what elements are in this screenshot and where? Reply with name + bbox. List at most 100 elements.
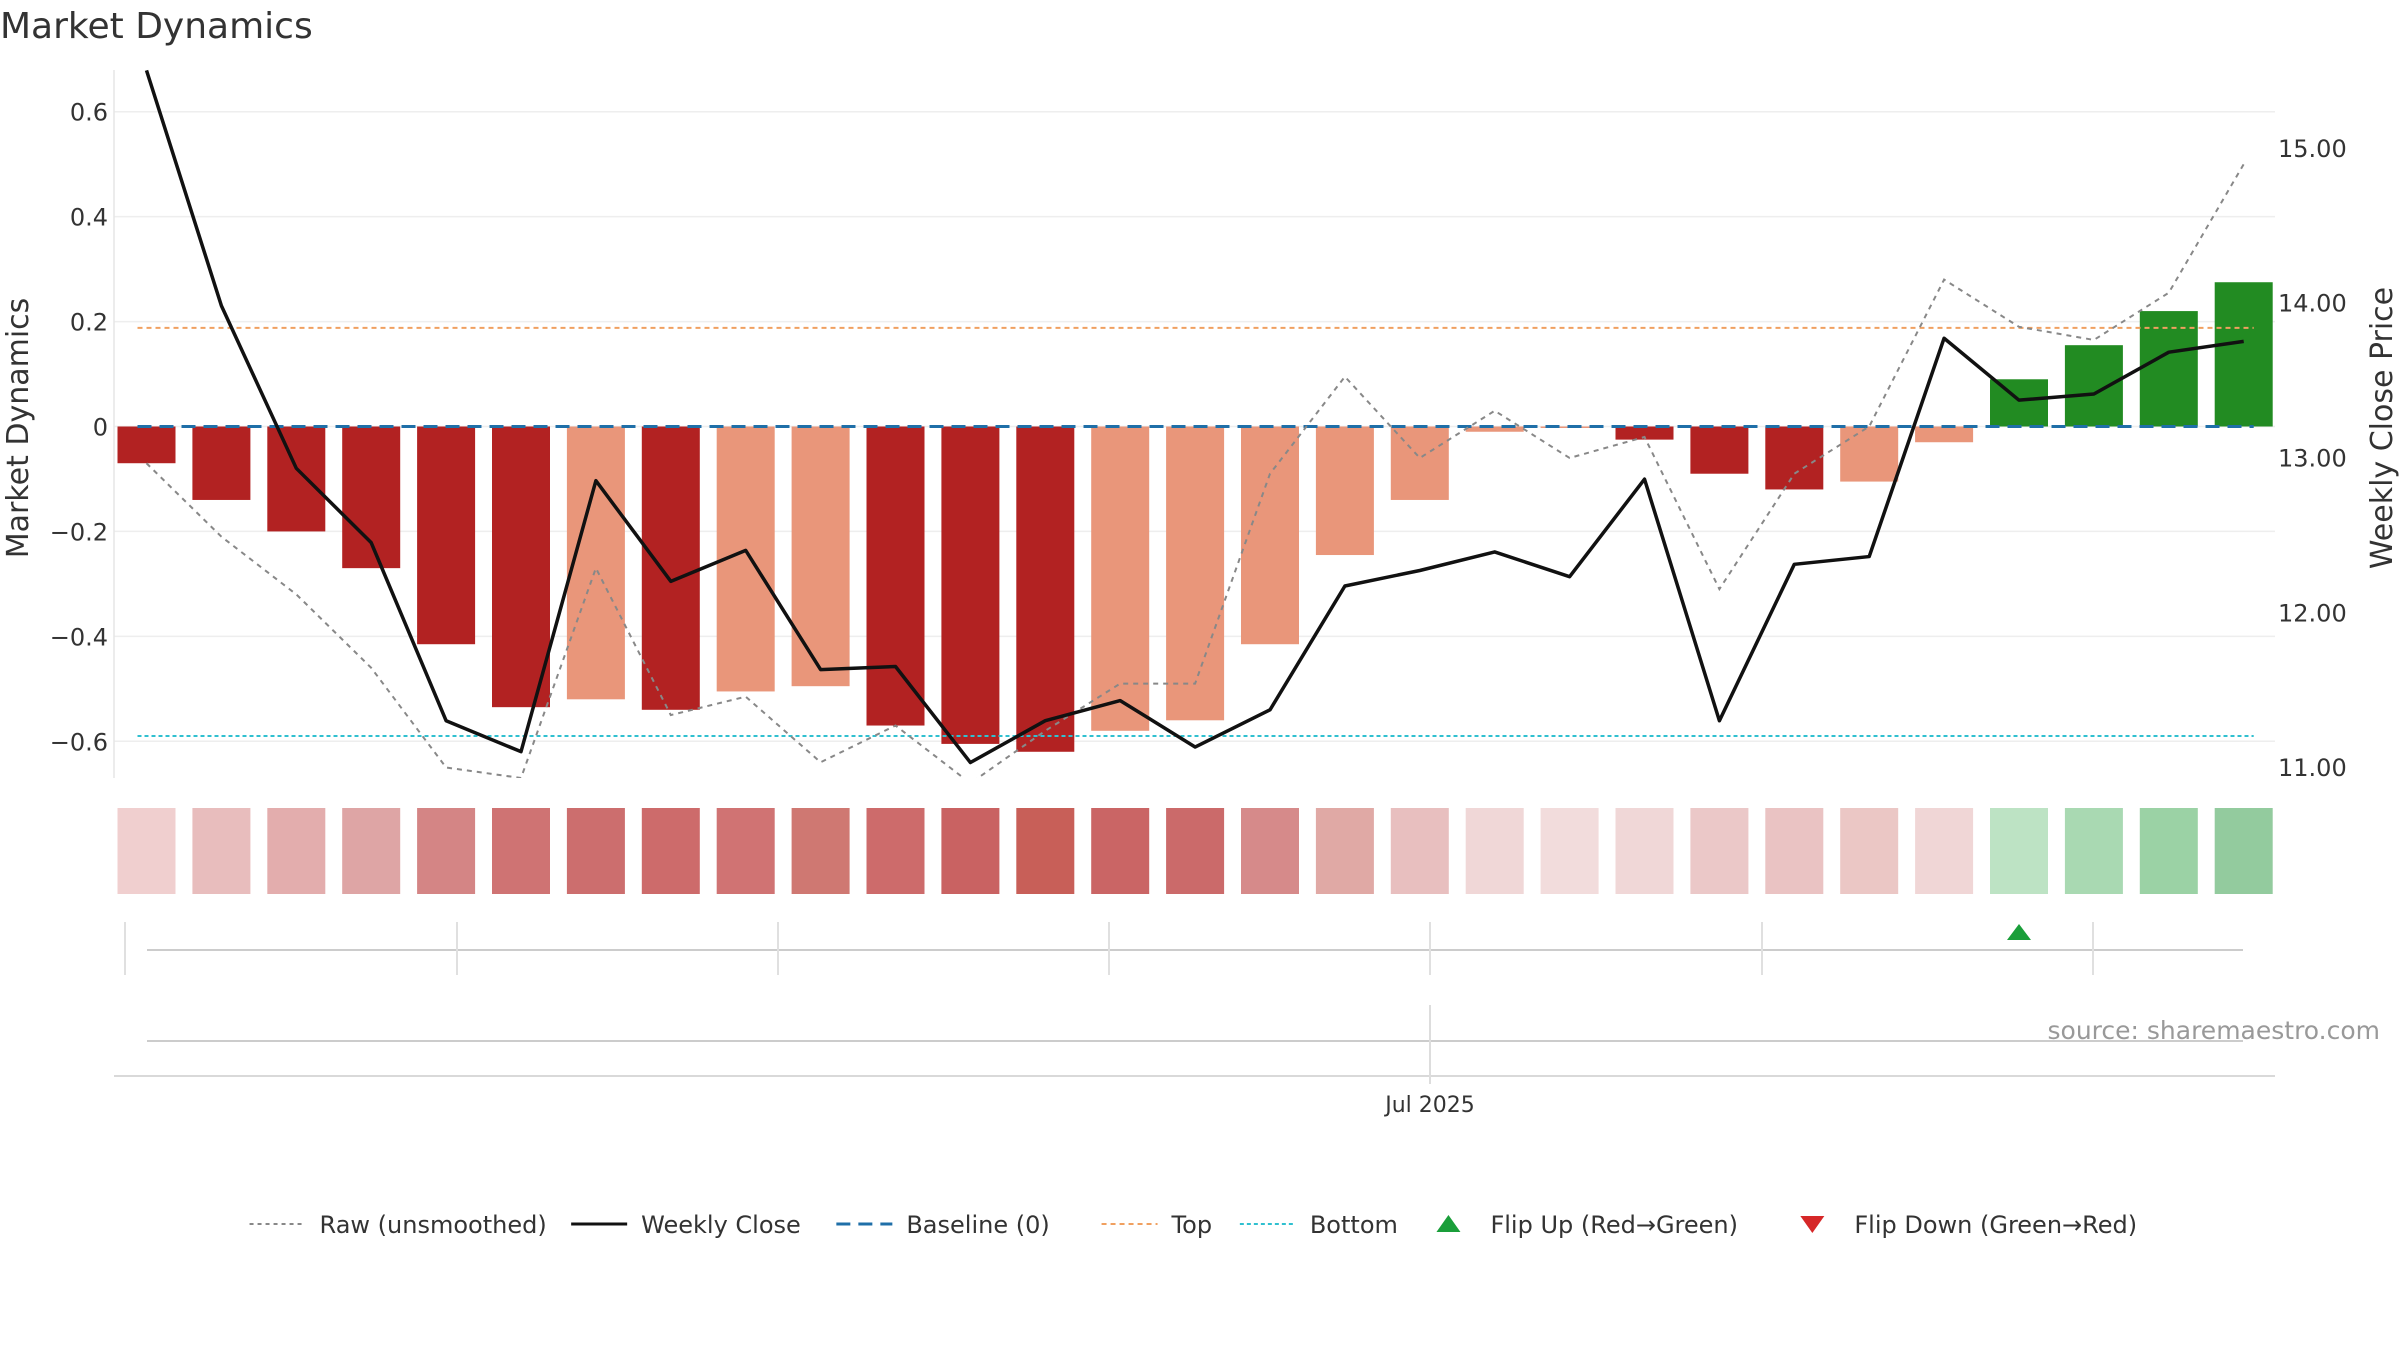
bar	[1016, 426, 1075, 752]
bar	[417, 426, 476, 645]
bar	[1091, 426, 1150, 731]
legend-label: Raw (unsmoothed)	[320, 1211, 547, 1239]
y2-tick-label: 14.00	[2278, 290, 2347, 318]
flip-markers	[2007, 924, 2031, 940]
heat-cell	[941, 808, 1000, 894]
heat-cell	[417, 808, 476, 894]
heat-cell	[791, 808, 850, 894]
raw-series-line	[145, 163, 2245, 778]
heat-cell	[192, 808, 251, 894]
heat-cell	[1166, 808, 1225, 894]
heat-cell	[267, 808, 326, 894]
bar	[492, 426, 550, 708]
heat-cell	[1016, 808, 1075, 894]
y2-tick-label: 12.00	[2278, 599, 2347, 627]
bar	[1615, 426, 1674, 440]
heat-cell	[1690, 808, 1749, 894]
bar	[1166, 426, 1225, 721]
y2-tick-label: 15.00	[2278, 135, 2347, 163]
legend-item: Flip Up (Red→Green)	[1436, 1211, 1738, 1239]
y-tick-label: −0.6	[50, 728, 108, 756]
heat-cell	[1540, 808, 1599, 894]
date-tick-label: Jul 2025	[1383, 1093, 1475, 1118]
bar	[1840, 426, 1899, 482]
bar	[267, 426, 326, 532]
legend-marker-down	[1800, 1216, 1825, 1233]
y-tick-label: 0.6	[70, 99, 108, 127]
heat-cell	[2064, 808, 2123, 894]
legend-label: Flip Down (Green→Red)	[1854, 1211, 2137, 1239]
y-axis-left: 0.6 0.4 0.2 0 −0.2 −0.4 −0.6	[50, 70, 115, 778]
bar	[2214, 282, 2273, 427]
heat-cell	[1615, 808, 1674, 894]
heat-cell	[492, 808, 550, 894]
heat-cell	[1990, 808, 2048, 894]
y-tick-label: 0.2	[70, 309, 108, 337]
heat-cell	[716, 808, 775, 894]
heat-cell	[117, 808, 176, 894]
bar	[866, 426, 925, 726]
legend-label: Top	[1171, 1211, 1213, 1239]
source-credit: source: sharemaestro.com	[2048, 1016, 2381, 1045]
y2-tick-label: 11.00	[2278, 754, 2347, 782]
heat-cell	[1315, 808, 1374, 894]
legend-item: Bottom	[1239, 1211, 1398, 1239]
heat-cell	[1765, 808, 1824, 894]
bar	[1315, 426, 1374, 556]
weekly-close-line	[144, 69, 2244, 765]
bar	[1465, 426, 1524, 432]
legend-label: Bottom	[1310, 1211, 1398, 1239]
legend-label: Flip Up (Red→Green)	[1490, 1211, 1738, 1239]
heat-cell	[1390, 808, 1449, 894]
timeline-axis: Jul 2025	[114, 922, 2275, 1118]
bar	[192, 426, 251, 500]
y2-axis-label: Weekly Close Price	[2365, 287, 2400, 569]
bar	[1241, 426, 1299, 645]
flip-up-marker	[2007, 924, 2031, 940]
legend-item: Weekly Close	[571, 1211, 801, 1239]
bar	[1690, 426, 1749, 474]
legend-item: Baseline (0)	[836, 1211, 1050, 1239]
heat-cell	[1840, 808, 1899, 894]
bars	[117, 282, 2273, 752]
legend-label: Weekly Close	[641, 1211, 801, 1239]
y-tick-label: 0.4	[70, 204, 108, 232]
series-lines	[144, 69, 2245, 778]
legend-label: Baseline (0)	[906, 1211, 1049, 1239]
reference-lines	[137, 326, 2254, 738]
heat-cell	[1091, 808, 1150, 894]
heat-cell	[342, 808, 401, 894]
heat-cell	[1241, 808, 1299, 894]
heat-cell	[641, 808, 700, 894]
bar	[117, 426, 176, 464]
bar	[1390, 426, 1449, 500]
bar	[791, 426, 850, 687]
heat-cell	[866, 808, 925, 894]
heat-cell	[1915, 808, 1974, 894]
legend-item: Raw (unsmoothed)	[249, 1211, 547, 1239]
heat-cell	[566, 808, 625, 894]
legend-item: Top	[1101, 1211, 1213, 1239]
y-axis-label: Market Dynamics	[1, 298, 36, 559]
bar	[941, 426, 1000, 744]
y-tick-label: −0.4	[50, 623, 108, 651]
y-tick-label: −0.2	[50, 518, 108, 546]
heat-strip	[117, 808, 2273, 894]
legend-item: Flip Down (Green→Red)	[1800, 1211, 2137, 1239]
y-axis-right: 15.00 14.00 13.00 12.00 11.00	[2278, 135, 2347, 782]
bar	[566, 426, 625, 700]
y2-tick-label: 13.00	[2278, 444, 2347, 472]
legend-marker-up	[1436, 1215, 1461, 1232]
legend: Raw (unsmoothed) Weekly Close Baseline (0)…	[249, 1211, 2137, 1239]
chart-title: Market Dynamics	[0, 6, 313, 47]
bar	[1915, 426, 1974, 443]
bar	[1990, 379, 2048, 427]
heat-cell	[2139, 808, 2198, 894]
bar	[641, 426, 700, 710]
bar	[2139, 311, 2198, 427]
heat-cell	[2214, 808, 2273, 894]
y-tick-label: 0	[93, 414, 108, 442]
heat-cell	[1465, 808, 1524, 894]
bar	[2064, 345, 2123, 427]
